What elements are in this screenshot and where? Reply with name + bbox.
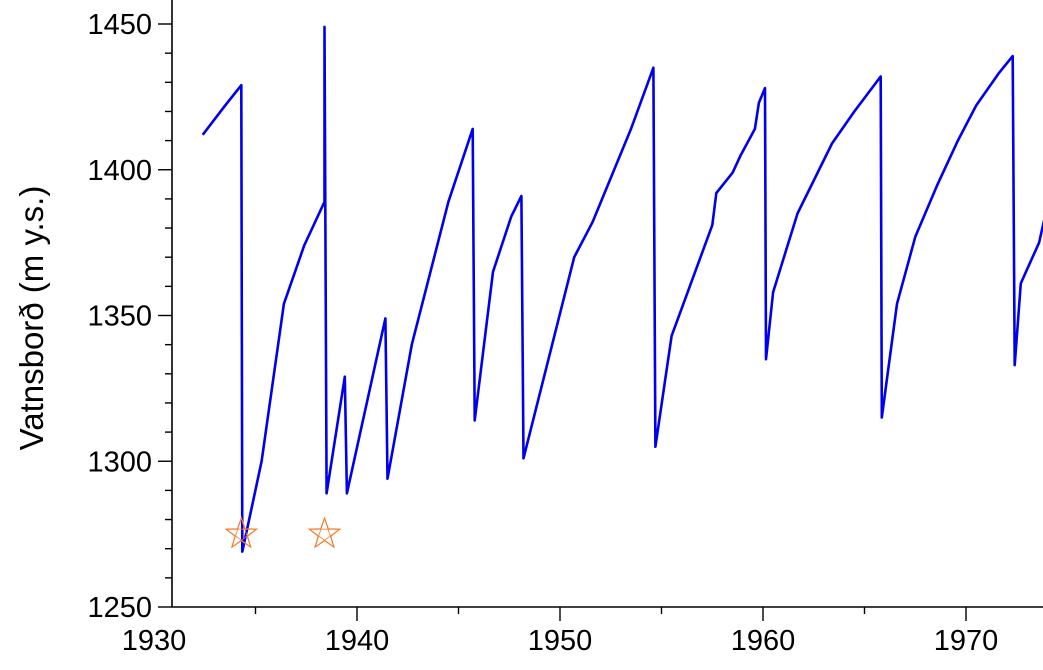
- data-line: [201, 25, 1043, 553]
- x-tick-label: 1970: [934, 625, 999, 657]
- y-tick-label: 1300: [87, 446, 152, 478]
- y-ticks: 1250 1300 1350 1400 1450: [87, 9, 172, 624]
- x-tick-label: 1960: [731, 625, 796, 657]
- x-tick-label: 1950: [528, 625, 593, 657]
- star-marker: [307, 516, 342, 549]
- y-tick-label: 1250: [87, 592, 152, 624]
- star-marker: [224, 516, 259, 549]
- x-tick-label: 1930: [122, 625, 187, 657]
- y-tick-label: 1450: [87, 9, 152, 41]
- y-axis-title: Vatnsborð (m y.s.): [13, 186, 50, 451]
- y-tick-label: 1400: [87, 155, 152, 187]
- y-tick-label: 1350: [87, 301, 152, 333]
- x-ticks: 1930 1940 1950 1960 1970: [122, 607, 999, 657]
- x-tick-label: 1940: [325, 625, 390, 657]
- markers: [224, 516, 342, 549]
